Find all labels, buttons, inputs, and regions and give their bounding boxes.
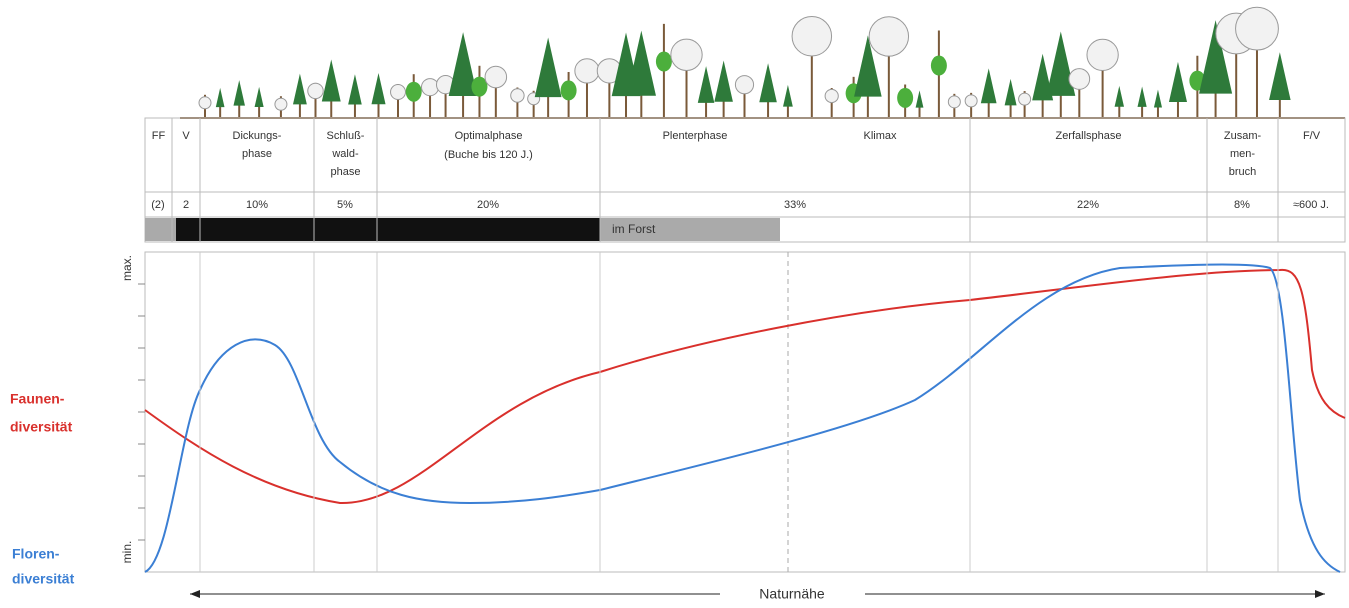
deciduous	[1019, 93, 1031, 105]
share: 22%	[1077, 199, 1099, 211]
beech	[656, 52, 672, 72]
conifer	[233, 80, 244, 106]
share: (2)	[151, 199, 164, 211]
conifer	[1169, 62, 1187, 102]
phase-label: V	[182, 130, 190, 142]
arrow-head	[1315, 590, 1325, 598]
x-axis-label: Naturnähe	[759, 586, 825, 602]
phase-label: Schluß-	[327, 130, 365, 142]
deciduous	[825, 89, 838, 102]
deciduous	[511, 89, 524, 102]
bar-black	[176, 218, 600, 241]
share: 2	[183, 199, 189, 211]
share: 10%	[246, 199, 268, 211]
deciduous	[735, 76, 753, 94]
conifer	[1154, 90, 1162, 108]
conifer	[1115, 86, 1124, 107]
conifer	[322, 60, 341, 102]
conifer	[1269, 52, 1291, 100]
bar-ff	[145, 218, 176, 241]
phase-label: phase	[331, 166, 361, 178]
deciduous	[421, 79, 438, 96]
conifer	[535, 38, 562, 98]
curve-label: Floren-	[12, 546, 60, 562]
phase-label: Plenterphase	[663, 130, 728, 142]
conifer	[1046, 31, 1075, 95]
phase-label: F/V	[1303, 130, 1321, 142]
conifer	[714, 61, 733, 102]
deciduous	[792, 16, 832, 56]
curve-label: Faunen-	[10, 391, 65, 407]
tree-strip	[199, 7, 1291, 118]
conifer	[255, 87, 264, 107]
conifer	[1138, 87, 1147, 107]
fauna-curve	[145, 270, 1345, 503]
phase-label: wald-	[331, 148, 359, 160]
deciduous	[575, 59, 599, 83]
deciduous	[199, 97, 211, 109]
share: ≈600 J.	[1293, 199, 1329, 211]
share: 20%	[477, 199, 499, 211]
conifer	[371, 73, 385, 104]
beech	[406, 82, 422, 102]
phase-label: Dickungs-	[233, 130, 282, 142]
share: 5%	[337, 199, 353, 211]
bar-label: im Forst	[612, 222, 656, 236]
share: 33%	[784, 199, 806, 211]
arrow-head	[190, 590, 200, 598]
y-min: min.	[120, 541, 134, 564]
deciduous	[1087, 39, 1118, 70]
conifer	[698, 66, 715, 103]
phase-label: bruch	[1229, 166, 1257, 178]
deciduous	[965, 95, 977, 107]
deciduous	[671, 39, 702, 70]
beech	[931, 56, 947, 76]
phase-label: Zusam-	[1224, 130, 1262, 142]
phase-label: Optimalphase	[455, 130, 523, 142]
flora-curve	[145, 265, 1340, 572]
phase-label: phase	[242, 148, 272, 160]
deciduous	[1236, 7, 1279, 50]
deciduous	[275, 98, 287, 110]
conifer	[783, 85, 793, 107]
deciduous	[948, 96, 960, 108]
conifer	[916, 90, 924, 107]
phase-label: (Buche bis 120 J.)	[444, 149, 533, 161]
phase-label: Klimax	[863, 130, 897, 142]
phase-label: men-	[1230, 148, 1255, 160]
beech	[561, 80, 577, 100]
conifer	[216, 88, 225, 107]
phase-label: FF	[152, 130, 166, 142]
y-max: max.	[120, 255, 134, 281]
deciduous	[1069, 69, 1090, 90]
beech	[897, 88, 913, 108]
conifer	[293, 74, 307, 105]
curve-label: diversität	[12, 571, 75, 587]
deciduous	[308, 83, 323, 98]
deciduous	[869, 17, 908, 56]
chart-frame	[145, 252, 1345, 572]
phase-label: Zerfallsphase	[1055, 130, 1121, 142]
conifer	[348, 74, 362, 104]
conifer	[981, 68, 997, 103]
deciduous	[485, 66, 507, 88]
diagram: im Forst max. min. Naturnähe FF V Dickungs…	[0, 0, 1349, 608]
curve-label: diversität	[10, 419, 73, 435]
share: 8%	[1234, 199, 1250, 211]
deciduous	[391, 85, 406, 100]
conifer	[1005, 79, 1017, 106]
conifer	[759, 63, 777, 102]
